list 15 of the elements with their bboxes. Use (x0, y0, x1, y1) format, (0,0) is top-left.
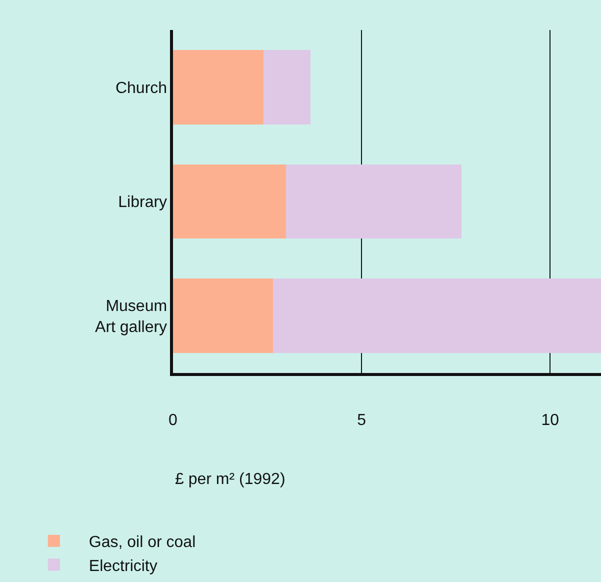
y-tick-label: Museum Art gallery (95, 298, 168, 336)
y-tick-label: Church (115, 80, 168, 97)
bar (286, 164, 462, 239)
legend-label: Electricity (88, 558, 158, 575)
x-tick-label: 0 (168, 412, 178, 429)
bar (272, 278, 601, 353)
x-tick-label: 10 (541, 412, 560, 429)
x-tick-label: 5 (357, 412, 366, 429)
x-axis-title: £ per m² (1992) (175, 471, 286, 488)
bar (173, 50, 264, 124)
y-tick-label: Library (118, 194, 168, 212)
bar (264, 50, 311, 124)
legend-label: Gas, oil or coal (88, 534, 196, 552)
bar (173, 164, 286, 239)
bar (173, 278, 273, 353)
